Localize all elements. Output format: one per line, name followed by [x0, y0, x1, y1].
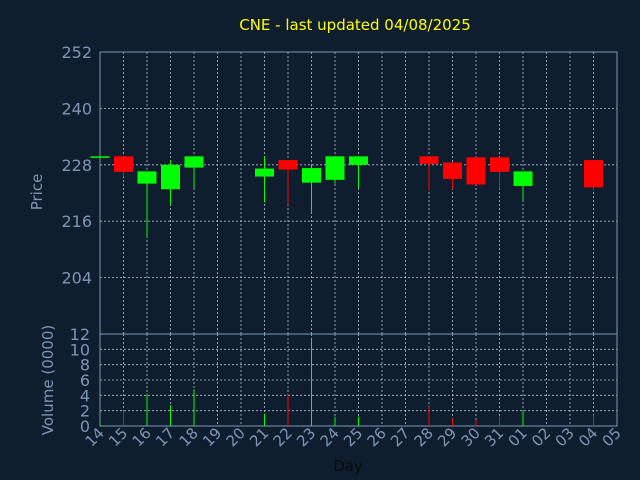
- candle-body: [161, 164, 180, 190]
- day-tick-label: 21: [246, 424, 272, 450]
- volume-tick-label: 8: [80, 356, 90, 375]
- chart-title: CNE - last updated 04/08/2025: [239, 16, 471, 34]
- candles-layer: [90, 156, 603, 238]
- price-tick-label: 252: [61, 43, 92, 62]
- volume-grid: [99, 333, 618, 427]
- day-tick-label: 19: [199, 424, 225, 450]
- day-tick-label: 16: [129, 424, 155, 450]
- x-axis-label: Day: [333, 457, 363, 475]
- day-tick-label: 30: [458, 424, 484, 450]
- price-tick-labels: 204 216 228 240 252: [61, 43, 92, 288]
- candle-body: [302, 168, 321, 183]
- day-tick-label: 29: [434, 424, 460, 450]
- day-tick-label: 02: [528, 424, 554, 450]
- day-tick-label: 26: [364, 424, 390, 450]
- candle-body: [90, 156, 110, 158]
- day-tick-label: 27: [387, 424, 413, 450]
- candle-body: [278, 160, 298, 170]
- candle-body: [419, 156, 439, 164]
- price-grid: [99, 51, 618, 334]
- volume-tick-label: 2: [80, 402, 90, 421]
- day-tick-label: 20: [223, 424, 249, 450]
- candle-body: [349, 156, 368, 165]
- candle-body: [513, 171, 533, 186]
- volume-tick-label: 6: [80, 371, 90, 390]
- price-tick-label: 216: [61, 212, 92, 231]
- day-tick-label: 15: [105, 424, 131, 450]
- day-tick-label: 04: [575, 424, 601, 450]
- price-tick-label: 228: [61, 156, 92, 175]
- day-tick-label: 23: [293, 424, 319, 450]
- candle-body: [490, 157, 509, 172]
- candle-body: [255, 168, 274, 177]
- day-tick-label: 01: [505, 424, 531, 450]
- price-tick-label: 204: [61, 269, 92, 288]
- candle-body: [114, 156, 133, 172]
- day-tick-label: 05: [599, 424, 625, 450]
- day-tick-label: 31: [481, 424, 507, 450]
- day-tick-label: 22: [270, 424, 296, 450]
- day-tick-label: 03: [552, 424, 578, 450]
- price-tick-label: 240: [61, 99, 92, 118]
- day-tick-label: 25: [340, 424, 366, 450]
- candle-body: [137, 171, 157, 184]
- candle-body: [466, 157, 486, 185]
- candle-body: [443, 162, 462, 179]
- day-tick-label: 24: [317, 424, 343, 450]
- day-tick-label: 28: [411, 424, 437, 450]
- volume-tick-label: 10: [70, 340, 90, 359]
- volume-tick-label: 12: [70, 325, 90, 344]
- price-axis-label: Price: [28, 174, 46, 211]
- volume-axis-label: Volume (0000): [39, 325, 57, 435]
- candle-body: [584, 160, 603, 188]
- day-tick-label: 17: [152, 424, 178, 450]
- candle-body: [184, 156, 204, 168]
- volume-tick-label: 0: [80, 417, 90, 436]
- day-tick-labels: 1415161718192021222324252627282930310102…: [82, 424, 625, 450]
- candle-body: [325, 156, 345, 180]
- volume-bars-layer: [99, 337, 594, 426]
- day-tick-label: 18: [176, 424, 202, 450]
- volume-tick-label: 4: [80, 386, 90, 405]
